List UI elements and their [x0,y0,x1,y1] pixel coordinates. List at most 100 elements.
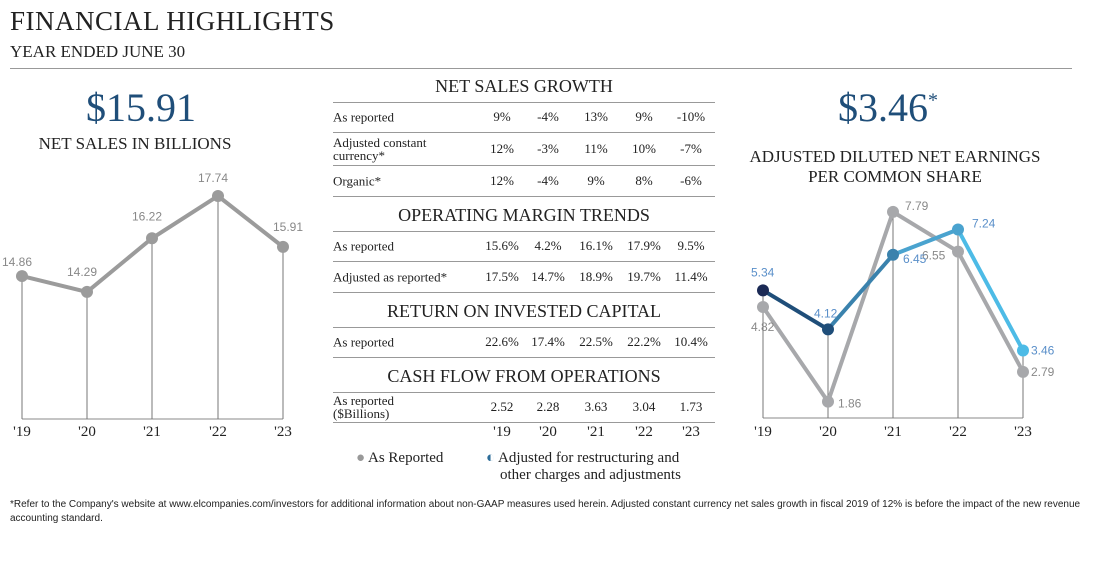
net-sales-year-label: '21 [143,424,161,440]
adjusted-point [822,323,834,336]
as-reported-label: 6.55 [922,249,946,263]
row-value: 15.6% [485,238,519,253]
legend-adjusted-label2: other charges and adjustments [500,467,681,483]
legend-reported: ● As Reported [356,450,443,467]
adjusted-label: 7.24 [972,217,996,231]
row-label: Adjusted as reported* [333,269,448,285]
data-label: 14.29 [67,265,97,279]
eps-caption-line2: PER COMMON SHARE [808,167,982,186]
row-value: -6% [680,173,702,188]
net-sales-year-label: '19 [13,424,31,440]
as-reported-point [822,395,834,408]
table-top-rule [333,392,715,393]
net-sales-year-label: '20 [78,424,96,440]
row-value: 12% [490,141,514,156]
adjusted-line-segment [761,288,830,332]
row-value: 9.5% [677,238,705,253]
table-row: Organic* 12% -4% 9% 8% -6% [333,166,715,197]
row-value: 8% [635,173,653,188]
adjusted-label: 6.45 [903,252,927,266]
row-value: -7% [680,141,702,156]
data-point [81,285,93,298]
row-label: As reported ($Billions) [333,393,395,421]
as-reported-label: 4.82 [751,320,775,334]
blue-dot-icon: ◐ [486,450,496,466]
table-year-label: '22 [635,424,653,440]
net-sales-value: $15.91 [86,85,196,130]
adjusted-point [757,284,769,297]
eps-number: $3.46 [838,85,928,130]
table-top-rule [333,102,715,103]
data-point [146,232,158,245]
as-reported-label: 2.79 [1031,365,1055,379]
row-label: As reported [333,334,395,350]
row-label: Organic* [333,173,382,189]
eps-caption: ADJUSTED DILUTED NET EARNINGS PER COMMON … [730,147,1060,187]
table-year-label: '21 [587,424,605,440]
as-reported-point [757,300,769,313]
eps-chart: 4.82 1.86 7.79 6.55 2.79 5.34 4.12 6.45 7.24 3.46 [751,199,1055,419]
row-value: 1.73 [679,399,703,414]
as-reported-point [887,205,899,218]
eps-year-label: '22 [949,424,967,440]
eps-asterisk: * [928,89,938,112]
row-value: -4% [537,109,559,124]
data-point [212,190,224,202]
row-value: 11.4% [674,269,708,284]
adjusted-label: 5.34 [751,265,775,279]
table-row: As reported ($Billions) 2.52 2.28 3.63 3.04 1… [333,392,715,423]
table-title: NET SALES GROWTH [435,76,613,96]
adjusted-point [952,223,964,236]
row-value: 22.6% [485,334,519,349]
row-value: 2.52 [490,399,514,414]
eps-year-label: '21 [884,424,902,440]
row-value: -4% [537,173,559,188]
net-sales-caption: NET SALES IN BILLIONS [38,134,232,153]
data-label: 16.22 [132,209,162,223]
adjusted-point [1017,344,1029,357]
adjusted-line-segment [956,228,1025,352]
row-value: 17.4% [531,334,565,349]
table-title: CASH FLOW FROM OPERATIONS [387,366,661,386]
legend-reported-label: As Reported [368,450,444,466]
row-value: 18.9% [579,269,613,284]
row-value: 3.63 [584,399,608,414]
gray-dot-icon: ● [356,450,366,466]
page-subtitle: YEAR ENDED JUNE 30 [10,42,186,61]
eps-value: $3.46* [838,84,938,131]
adjusted-point [887,248,899,261]
row-value: 10% [632,141,656,156]
data-label: 17.74 [198,171,228,185]
row-value: -10% [676,109,706,124]
data-point [277,240,289,253]
row-value: 22.5% [579,334,613,349]
adjusted-label: 3.46 [1031,343,1055,357]
row-label: As reported [333,109,395,125]
row-value: 13% [584,109,608,124]
row-value: 9% [493,109,511,124]
footnote: *Refer to the Company's website at www.e… [10,499,1081,524]
row-value: 9% [587,173,605,188]
data-point [16,270,28,283]
row-value: 22.2% [627,334,661,349]
row-value: 19.7% [627,269,661,284]
as-reported-label: 1.86 [838,397,862,411]
net-sales-year-label: '22 [209,424,227,440]
legend-adjusted-label1: Adjusted for restructuring and [498,450,680,466]
table-row: Adjusted as reported* 17.5% 14.7% 18.9% 19.7… [333,262,715,293]
as-reported-point [1017,365,1029,378]
header-divider [10,68,1072,69]
table-title: OPERATING MARGIN TRENDS [398,205,650,225]
adjusted-line-segment [892,227,959,257]
row-value: 16.1% [579,238,613,253]
row-value: -3% [537,141,559,156]
eps-year-label: '23 [1014,424,1032,440]
data-label: 14.86 [2,255,32,269]
row-value: 4.2% [534,238,562,253]
row-value: 14.7% [531,269,565,284]
adjusted-line-segment [826,253,895,331]
row-label: Adjusted constant currency* [333,135,427,163]
table-year-label: '19 [493,424,511,440]
row-value: 11% [584,141,608,156]
as-reported-label: 7.79 [905,199,929,213]
